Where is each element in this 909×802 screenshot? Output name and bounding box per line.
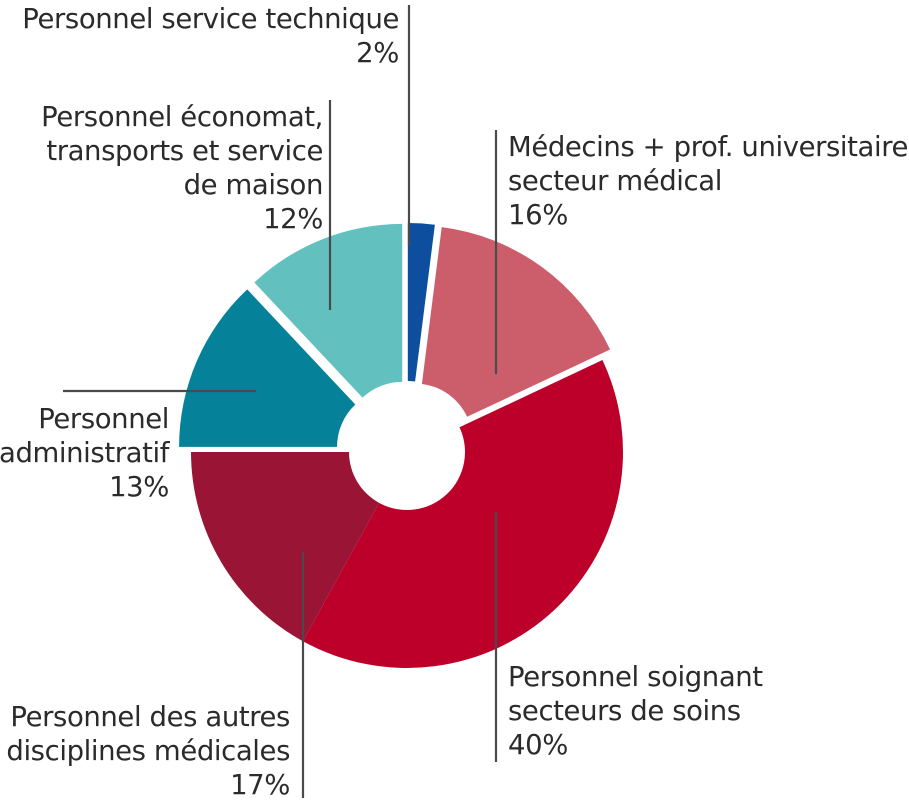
slice-value-label: 16% [508,199,568,231]
slice-value-label: 40% [508,729,568,761]
slice-soin [302,360,623,669]
slice-label-line: secteur médical [508,165,722,197]
slice-label-line: Personnel économat, [41,101,323,133]
slice-label-line: secteurs de soins [508,695,741,727]
slice-label-line: transports et service [46,135,323,167]
label-economat: Personnel économat, transports et servic… [41,100,323,236]
label-administratif: Personnel administratif 13% [0,402,169,504]
slice-label-line: Personnel service technique [22,3,399,35]
slice-econ [254,223,403,398]
slice-label-line: disciplines médicales [6,735,290,767]
slice-label-line: administratif [0,437,169,469]
slice-med [421,227,611,417]
slice-autres [191,452,380,642]
slice-label-line: Médecins + prof. universitaires [508,131,909,163]
slice-value-label: 2% [356,37,399,69]
label-medecins: Médecins + prof. universitaires secteur … [508,130,909,232]
slice-admin [179,289,356,447]
slice-label-line: Personnel des autres [10,701,290,733]
slice-label-line: de maison [183,169,324,201]
slice-value-label: 17% [230,769,290,801]
slice-tech [407,223,435,382]
slice-label-line: Personnel [38,403,169,435]
slice-value-label: 13% [109,471,169,503]
label-service-technique: Personnel service technique 2% [22,2,399,70]
label-soignant: Personnel soignant secteurs de soins 40% [508,660,763,762]
slice-value-label: 12% [263,203,323,235]
slice-label-line: Personnel soignant [508,661,763,693]
label-autres-disciplines: Personnel des autres disciplines médical… [6,700,290,802]
